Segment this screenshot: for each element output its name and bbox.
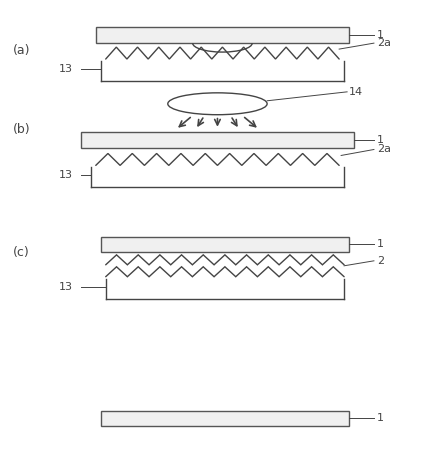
Text: (b): (b)	[14, 123, 31, 136]
Text: 2a: 2a	[377, 38, 391, 48]
Ellipse shape	[168, 93, 267, 115]
Text: 2a: 2a	[377, 145, 391, 154]
Text: 14: 14	[349, 87, 363, 97]
Text: (c): (c)	[14, 246, 30, 259]
Text: 2: 2	[377, 256, 384, 266]
Text: 1: 1	[377, 30, 384, 40]
Text: 1: 1	[377, 413, 384, 423]
Bar	[101, 411, 349, 426]
Bar	[101, 237, 349, 252]
Bar	[81, 132, 354, 147]
Bar	[96, 27, 349, 43]
Text: 1: 1	[377, 239, 384, 249]
Text: 13: 13	[59, 282, 73, 292]
Text: 13: 13	[59, 170, 73, 180]
Text: 1: 1	[377, 134, 384, 145]
Text: (a): (a)	[14, 43, 31, 56]
Text: 13: 13	[59, 64, 73, 74]
